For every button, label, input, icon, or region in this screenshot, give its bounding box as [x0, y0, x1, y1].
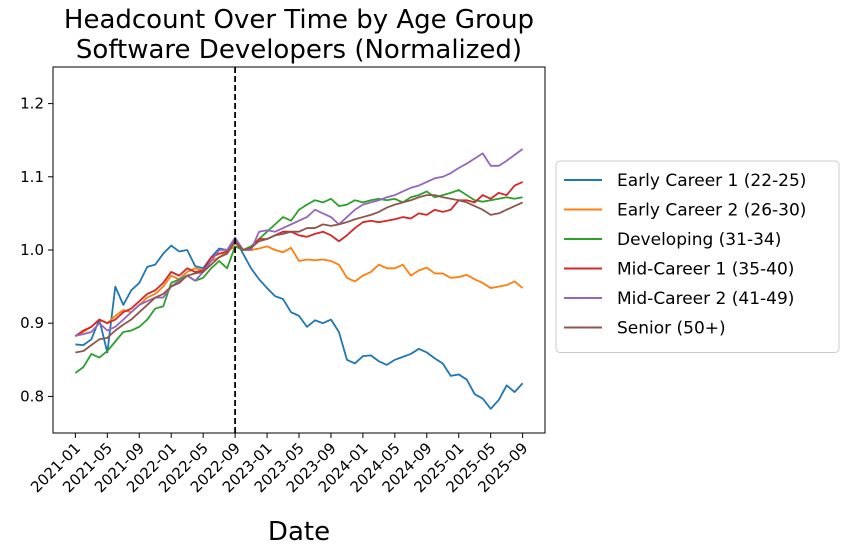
- series-line: [75, 148, 524, 337]
- chart-title: Software Developers (Normalized): [76, 35, 522, 65]
- legend-label: Mid-Career 2 (41-49): [617, 289, 794, 309]
- legend-label: Mid-Career 1 (35-40): [617, 260, 794, 280]
- plot-frame: [52, 66, 546, 434]
- y-tick-label: 1.1: [20, 168, 44, 186]
- legend-label: Early Career 2 (26-30): [617, 201, 806, 221]
- y-tick-label: 0.8: [20, 387, 44, 405]
- chart-title: Headcount Over Time by Age Group: [64, 5, 534, 35]
- series-line: [74, 245, 524, 337]
- series-line: [75, 238, 524, 410]
- series-line: [74, 181, 524, 338]
- legend-label: Early Career 1 (22-25): [617, 171, 806, 191]
- legend-label: Developing (31-34): [617, 230, 781, 250]
- legend-box: [555, 160, 840, 353]
- x-axis-label: Date: [268, 517, 330, 547]
- series-line: [75, 194, 524, 354]
- y-tick-label: 1.2: [20, 95, 44, 113]
- series-line: [74, 189, 523, 374]
- y-tick-label: 0.9: [20, 314, 44, 332]
- legend-label: Senior (50+): [617, 319, 726, 339]
- y-tick-label: 1.0: [20, 241, 44, 259]
